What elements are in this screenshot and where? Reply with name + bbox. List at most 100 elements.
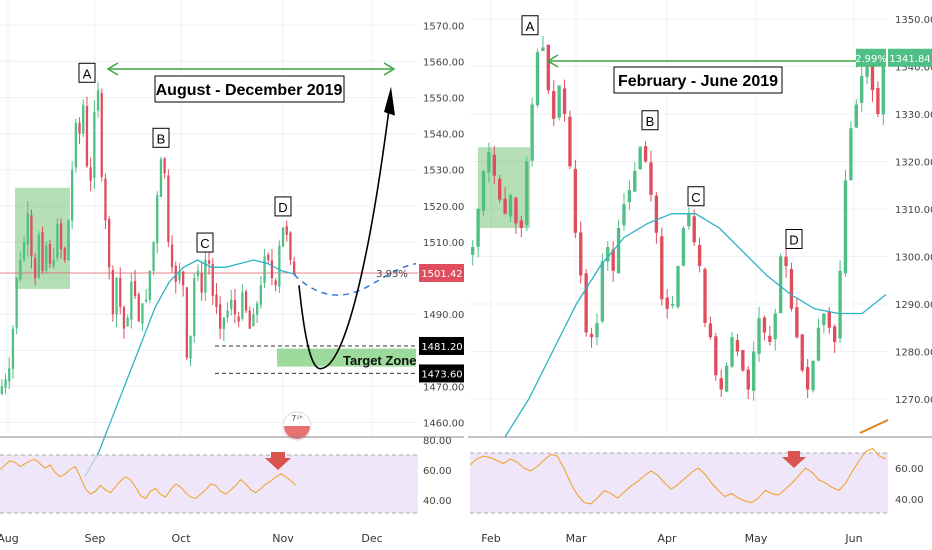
wave-label-box — [687, 186, 705, 207]
candle-body — [156, 195, 159, 244]
candle-body — [230, 299, 233, 310]
price-tick: 1350.00 — [895, 15, 932, 26]
wave-label: C — [200, 236, 209, 251]
candle-body — [525, 161, 529, 226]
candle-body — [843, 180, 848, 274]
time-tick: Nov — [272, 532, 294, 545]
candle-body — [481, 171, 486, 211]
time-tick: Dec — [361, 532, 382, 545]
candle-body — [244, 291, 248, 311]
rsi-tick: 40.00 — [895, 495, 924, 506]
candle-body — [768, 335, 772, 342]
candle-body — [222, 317, 225, 329]
price-tick: 1340.00 — [895, 63, 932, 74]
candle-body — [115, 278, 118, 315]
candle-body — [163, 158, 166, 174]
target-zone-label: Target Zone — [343, 353, 416, 368]
projection-curve — [298, 101, 391, 370]
candle-body — [670, 304, 675, 306]
price-tick: 1310.00 — [895, 205, 932, 216]
candle-body — [4, 379, 7, 388]
candle-body — [611, 249, 615, 271]
candle-body — [48, 244, 52, 264]
candle-body — [37, 234, 40, 278]
right-price-axis: 1270.00 1280.00 1290.00 1300.00 1310.00 1320.… — [895, 15, 932, 406]
flag-icon — [284, 426, 310, 439]
candle-body — [170, 244, 174, 268]
right-consolidation-box — [478, 147, 530, 228]
candle-body — [178, 270, 181, 281]
candle-body — [100, 92, 103, 177]
candle-body — [638, 147, 642, 170]
candle-body — [552, 91, 556, 119]
candle-body — [196, 270, 200, 276]
candle-body — [281, 227, 285, 247]
candle-body — [589, 333, 594, 338]
left-price-tags: 3.93% 1501.42 1481.20 1473.60 — [376, 263, 466, 383]
level-tag-value: 1473.60 — [421, 369, 462, 380]
candle-body — [11, 328, 15, 369]
candle-body — [119, 278, 122, 307]
candle-body — [30, 215, 33, 257]
wave-label: B — [646, 114, 655, 129]
left-candles — [0, 82, 296, 396]
candle-body — [633, 171, 637, 192]
price-change-percent: 3.93% — [376, 269, 408, 280]
candle-body — [838, 270, 842, 339]
wave-label-box — [78, 62, 96, 83]
candle-body — [270, 260, 274, 279]
candle-body — [773, 313, 777, 340]
candle-body — [252, 314, 255, 327]
candle-body — [185, 287, 188, 358]
candle-body — [267, 254, 270, 261]
candle-body — [122, 307, 126, 329]
candle-body — [487, 152, 491, 173]
right-moving-average — [504, 213, 887, 438]
candle-body — [735, 340, 740, 352]
candle-body — [278, 245, 281, 287]
candle-body — [289, 232, 292, 261]
candle-body — [519, 220, 523, 228]
candle-body — [19, 260, 22, 280]
candle-body — [789, 269, 794, 309]
candle-body — [714, 336, 718, 376]
right-rsi-panel — [469, 447, 888, 514]
wave-label: D — [278, 200, 287, 215]
wave-label-box — [785, 229, 803, 249]
price-tick: 1570.00 — [423, 21, 464, 32]
candle-body — [285, 226, 288, 235]
candle-body — [215, 294, 218, 307]
time-tick: Jun — [844, 532, 862, 545]
left-title-frame — [154, 75, 345, 103]
left-rsi-axis: 80.00 60.00 40.00 — [423, 436, 452, 507]
candle-body — [82, 104, 85, 134]
candle-body — [256, 303, 259, 315]
candle-body — [503, 198, 507, 214]
candle-body — [26, 213, 29, 245]
down-arrow-icon — [265, 452, 291, 470]
candle-body — [211, 264, 214, 297]
price-tick: 1460.00 — [423, 419, 464, 430]
candle-body — [67, 220, 70, 261]
time-tick: Feb — [481, 532, 500, 545]
candle-body — [643, 146, 648, 162]
left-time-axis: Aug Sep Oct Nov Dec — [0, 532, 383, 545]
candle-body — [876, 88, 880, 114]
candle-body — [557, 85, 561, 118]
candle-body — [167, 175, 170, 242]
candle-body — [865, 57, 869, 77]
right-grid — [470, 0, 888, 437]
target-zone-label-group: Target Zone — [343, 353, 416, 368]
price-tag-box — [888, 48, 932, 67]
candle-body — [145, 299, 148, 302]
wave-label: D — [789, 233, 798, 248]
candle-body — [854, 104, 858, 128]
time-tick: Aug — [0, 532, 19, 545]
candle-body — [182, 271, 185, 286]
candle-body — [681, 228, 686, 266]
price-tick: 1550.00 — [423, 94, 464, 105]
candle-body — [41, 232, 44, 271]
candle-body — [606, 247, 610, 262]
candle-body — [870, 53, 875, 91]
